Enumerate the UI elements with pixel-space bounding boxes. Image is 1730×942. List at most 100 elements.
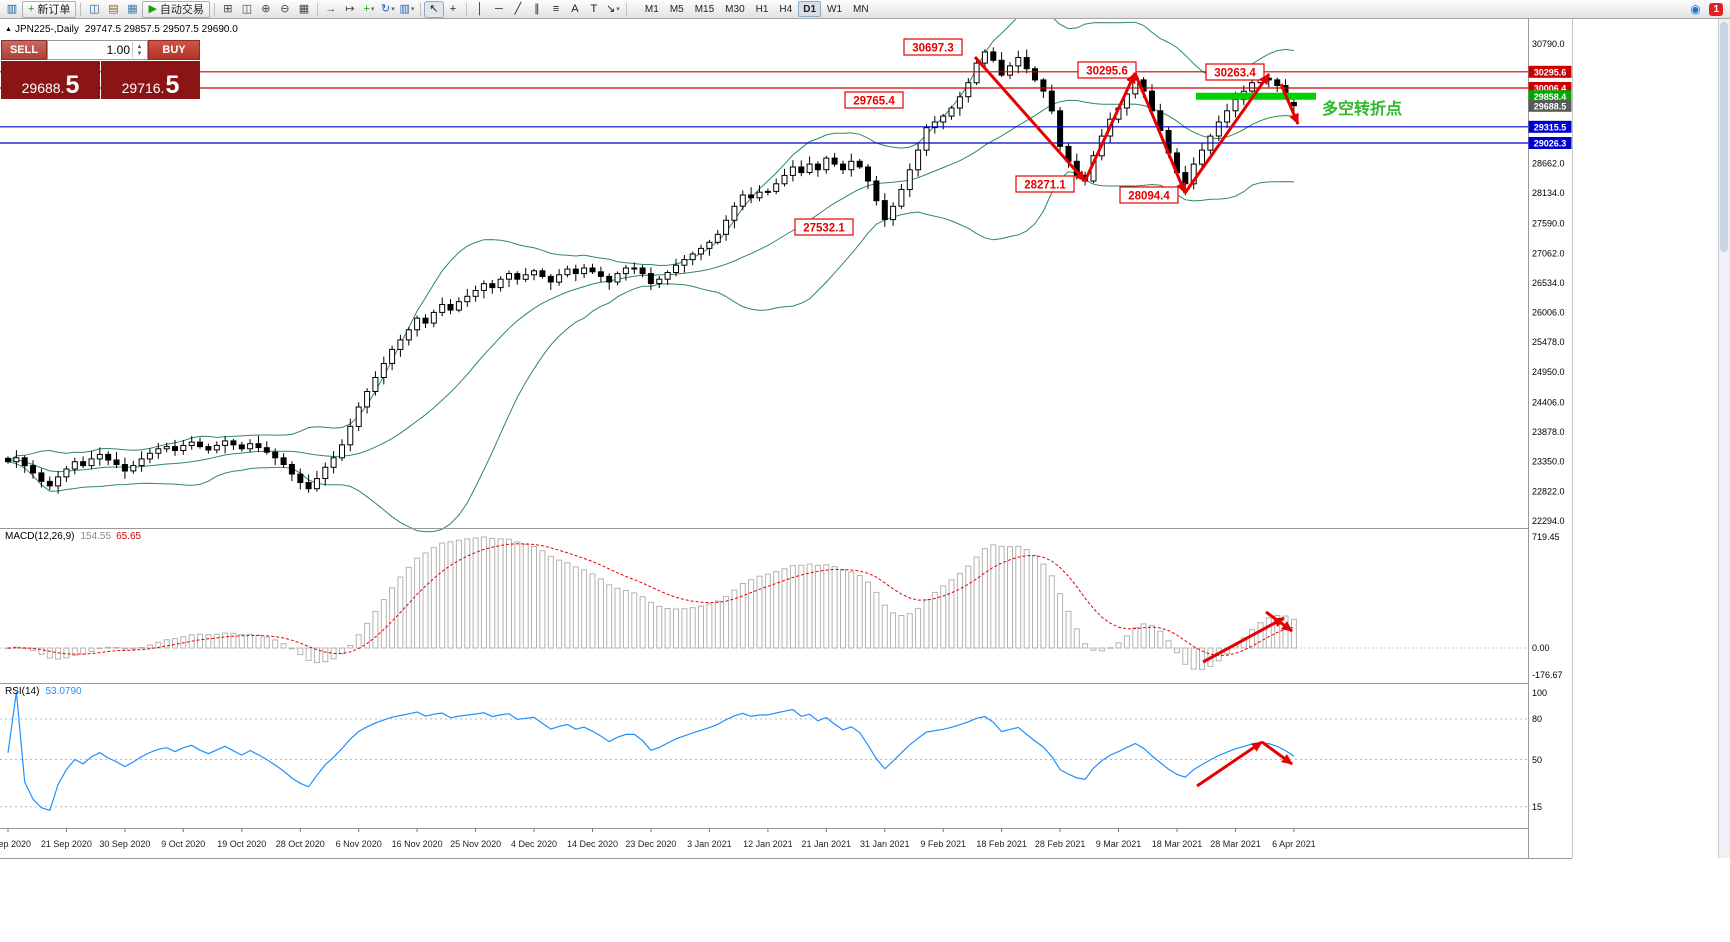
dropdown-arrow-icon: ▾ xyxy=(410,5,415,13)
buy-button[interactable]: BUY xyxy=(148,40,200,60)
market-watch-icon[interactable]: ▦ xyxy=(123,2,141,17)
chart-window-icon[interactable]: ▥ xyxy=(3,2,21,17)
channel-icon[interactable]: ∥ xyxy=(528,2,546,17)
panel-separators xyxy=(0,19,1573,859)
svg-text:30697.3: 30697.3 xyxy=(912,43,954,55)
volume-input[interactable] xyxy=(48,41,147,59)
horizontal-line-objects xyxy=(0,71,1528,144)
horizontal-line-icon[interactable]: ─ xyxy=(490,2,508,17)
profiles-icon: ▤ xyxy=(108,2,119,15)
sell-button[interactable]: SELL xyxy=(1,40,47,60)
svg-text:6 Apr 2021: 6 Apr 2021 xyxy=(1272,839,1316,849)
buy-price-frac: 5 xyxy=(165,70,180,99)
text-icon[interactable]: A xyxy=(566,2,584,17)
new-order-button[interactable]: + 新订单 xyxy=(22,0,77,18)
new-indicator-window-icon[interactable]: ⊞ xyxy=(219,2,237,17)
svg-text:0.00: 0.00 xyxy=(1532,643,1550,653)
vertical-scrollbar[interactable] xyxy=(1718,19,1730,858)
timeframe-H1[interactable]: H1 xyxy=(755,3,769,15)
sell-price-display[interactable]: 29688. 5 xyxy=(1,61,100,99)
community-icon[interactable]: ◉ xyxy=(1690,2,1701,16)
volume-up-arrow-icon[interactable]: ▲ xyxy=(136,43,143,50)
svg-text:21 Sep 2020: 21 Sep 2020 xyxy=(41,839,92,849)
macd-main-value: 154.55 xyxy=(80,531,112,542)
trend-arrows xyxy=(973,56,1300,788)
profiles-icon[interactable]: ▤ xyxy=(104,2,122,17)
svg-text:19 Oct 2020: 19 Oct 2020 xyxy=(217,839,266,849)
svg-text:18 Mar 2021: 18 Mar 2021 xyxy=(1152,839,1203,849)
timeframe-M5[interactable]: M5 xyxy=(669,3,684,15)
new-order-button-label: 新订单 xyxy=(37,4,71,16)
window-list-icon[interactable]: ◫ xyxy=(238,2,256,17)
svg-text:100: 100 xyxy=(1532,688,1547,698)
chart-type-icon: ▥ xyxy=(399,2,410,15)
timeframe-H4[interactable]: H4 xyxy=(779,3,793,15)
tile-windows-icon[interactable]: ▦ xyxy=(295,2,313,17)
svg-text:28094.4: 28094.4 xyxy=(1128,191,1170,203)
cursor-icon[interactable]: ↖ xyxy=(423,0,444,18)
one-click-panel-toggle-icon[interactable]: ▲ xyxy=(5,26,12,33)
svg-text:30 Sep 2020: 30 Sep 2020 xyxy=(99,839,150,849)
trendline-icon[interactable]: ╱ xyxy=(509,2,527,17)
volume-down-arrow-icon[interactable]: ▼ xyxy=(136,50,143,57)
svg-text:18 Feb 2021: 18 Feb 2021 xyxy=(976,839,1027,849)
algo-trading-button[interactable]: ▶ 自动交易 xyxy=(142,0,210,18)
refresh-icon[interactable]: ↻ ▾ xyxy=(379,2,397,17)
svg-text:24406.0: 24406.0 xyxy=(1532,397,1565,407)
timeframe-M30[interactable]: M30 xyxy=(725,3,745,15)
macd-histogram xyxy=(5,536,1297,670)
rsi-line xyxy=(7,691,1295,812)
svg-text:6 Nov 2020: 6 Nov 2020 xyxy=(336,839,382,849)
chart-type-icon[interactable]: ▥ ▾ xyxy=(398,2,416,17)
toolbar-separator xyxy=(625,2,627,16)
notification-badge[interactable]: 1 xyxy=(1709,2,1723,16)
algo-trading-button-label: 自动交易 xyxy=(159,4,204,16)
rsi-name: RSI(14) xyxy=(5,686,40,697)
timeframe-M1[interactable]: M1 xyxy=(644,3,659,15)
svg-text:-176.67: -176.67 xyxy=(1532,670,1563,680)
charts-icon[interactable]: ◫ xyxy=(85,2,103,17)
chart-shift-icon[interactable]: ↦ xyxy=(341,2,359,17)
scrollbar-thumb[interactable] xyxy=(1720,22,1728,252)
macd-signal-line xyxy=(7,543,1295,657)
text-icon: A xyxy=(571,2,579,15)
timeframe-D1[interactable]: D1 xyxy=(798,1,822,17)
svg-text:28 Mar 2021: 28 Mar 2021 xyxy=(1210,839,1261,849)
date-axis[interactable]: 1 Sep 2020 21 Sep 2020 30 Sep 2020 9 Oct 20… xyxy=(0,828,1316,850)
crosshair-icon[interactable]: + xyxy=(444,2,462,17)
new-indicator-window-icon: ⊞ xyxy=(223,2,233,15)
volume-spinner[interactable]: ▲ ▼ xyxy=(132,42,146,58)
label-icon[interactable]: T xyxy=(585,2,603,17)
toolbar-separator xyxy=(316,2,318,16)
sell-price-frac: 5 xyxy=(65,70,80,99)
timeframe-M15[interactable]: M15 xyxy=(694,3,715,15)
fibonacci-icon[interactable]: ≡ xyxy=(547,2,565,17)
indicators-icon[interactable]: + ▾ xyxy=(360,2,378,17)
svg-text:15: 15 xyxy=(1532,802,1542,812)
svg-text:31 Jan 2021: 31 Jan 2021 xyxy=(860,839,910,849)
timeframe-MN[interactable]: MN xyxy=(853,3,869,15)
svg-text:29315.5: 29315.5 xyxy=(1534,122,1567,132)
chart-title: ▲ JPN225-,Daily 29747.5 29857.5 29507.5 29… xyxy=(5,24,238,35)
svg-text:29858.4: 29858.4 xyxy=(1534,92,1567,102)
dropdown-arrow-icon: ▾ xyxy=(616,5,620,13)
timeframe-W1[interactable]: W1 xyxy=(827,3,843,15)
vertical-line-icon[interactable]: │ xyxy=(471,2,489,17)
svg-text:30006.4: 30006.4 xyxy=(1534,84,1567,94)
toolbar: ▥ + 新订单 ◫ ▤ ▦ ▶ 自动交易 ⊞ ◫ ⊕ ⊖ ▦ → ↦ + ▾ ↻ ▾ ▥ ▾ ↖ + │ ─ ╱ ∥ ≡ A T ↘ ▾ M1… xyxy=(0,0,1730,19)
turning-point-annotation: 多空转折点 xyxy=(1322,101,1403,118)
trendline-icon: ╱ xyxy=(514,2,522,15)
toolbar-separator xyxy=(80,2,82,16)
auto-scroll-icon[interactable]: → xyxy=(322,2,340,17)
refresh-icon: ↻ xyxy=(381,2,391,15)
rsi-value: 53.0790 xyxy=(45,686,82,697)
horizontal-line-icon: ─ xyxy=(495,2,503,15)
zoom-out-icon[interactable]: ⊖ xyxy=(276,2,294,17)
arrows-icon[interactable]: ↘ ▾ xyxy=(604,2,622,17)
algo-trading-glyph-icon: ▶ xyxy=(148,2,157,15)
zoom-in-icon[interactable]: ⊕ xyxy=(257,2,275,17)
buy-price-display[interactable]: 29716. 5 xyxy=(101,61,200,99)
price-axis[interactable]: 30790.0 28662.0 28134.0 27590.0 27062.0 26534… xyxy=(1528,19,1573,858)
zoom-in-icon: ⊕ xyxy=(261,2,271,15)
